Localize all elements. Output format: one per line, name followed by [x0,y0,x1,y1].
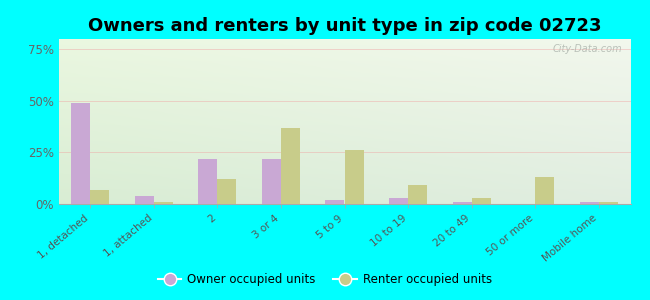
Legend: Owner occupied units, Renter occupied units: Owner occupied units, Renter occupied un… [153,269,497,291]
Bar [262,159,281,204]
Bar [90,190,109,204]
Bar [580,202,599,204]
Bar [452,202,472,204]
Bar [217,179,237,204]
Bar [135,196,154,204]
Bar [198,159,217,204]
Bar [344,150,363,204]
Bar [599,202,617,204]
Bar [408,185,427,204]
Bar [72,103,90,204]
Title: Owners and renters by unit type in zip code 02723: Owners and renters by unit type in zip c… [88,17,601,35]
Bar [281,128,300,204]
Bar [472,198,491,204]
Text: City-Data.com: City-Data.com [552,44,622,54]
Bar [535,177,554,204]
Bar [389,198,408,204]
Bar [154,202,173,204]
Bar [326,200,344,204]
